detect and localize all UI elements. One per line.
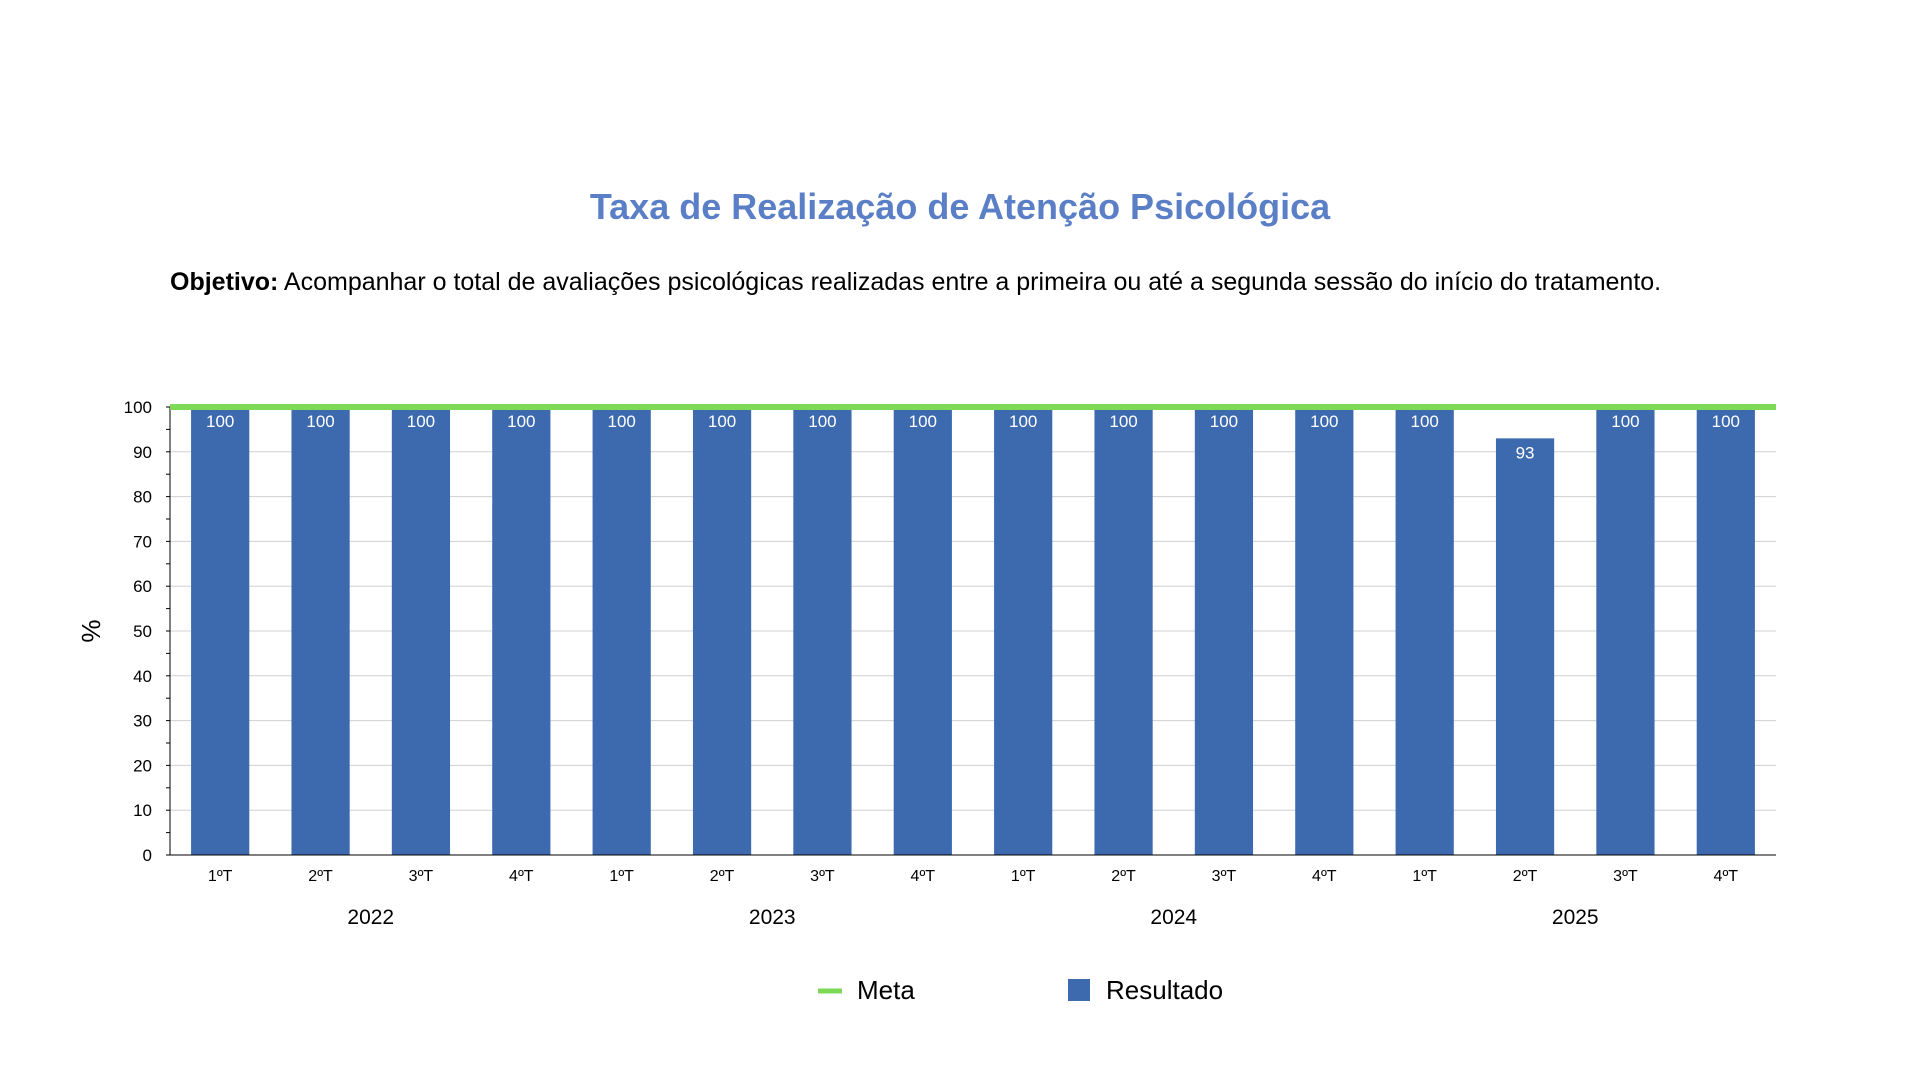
y-tick-label: 90 [133, 443, 152, 462]
bar-value-label: 100 [1210, 412, 1238, 431]
bar [1696, 407, 1755, 855]
objective-description: Acompanhar o total de avaliações psicoló… [278, 268, 1662, 296]
x-tick-label: 3ºT [810, 868, 835, 885]
bar-value-label: 100 [1411, 412, 1439, 431]
year-group-label: 2023 [749, 906, 796, 929]
objective-label: Objetivo: [170, 268, 279, 296]
year-group-label: 2025 [1552, 906, 1599, 929]
bar-value-label: 100 [407, 412, 435, 431]
bar-value-label: 100 [608, 412, 636, 431]
bar [291, 407, 350, 855]
bar-value-label: 100 [206, 412, 234, 431]
bar-value-label: 100 [1009, 412, 1037, 431]
y-tick-label: 60 [133, 577, 152, 596]
bar [191, 407, 250, 855]
bar [994, 407, 1053, 855]
y-tick-label: 0 [143, 846, 152, 865]
objective-text: Objetivo: Acompanhar o total de avaliaçõ… [170, 268, 1870, 297]
x-tick-label: 2ºT [710, 868, 735, 885]
bar-value-label: 100 [708, 412, 736, 431]
x-tick-label: 4ºT [911, 868, 936, 885]
y-tick-label: 30 [133, 712, 152, 731]
x-tick-label: 1ºT [1412, 868, 1437, 885]
legend-resultado-label: Resultado [1106, 975, 1223, 1005]
y-tick-label: 70 [133, 532, 152, 551]
x-tick-label: 4ºT [1312, 868, 1337, 885]
bar [1194, 407, 1254, 855]
bar [893, 407, 952, 855]
bar-value-label: 100 [1310, 412, 1338, 431]
bar [793, 407, 852, 855]
y-tick-label: 80 [133, 488, 152, 507]
bar-value-label: 100 [507, 412, 535, 431]
legend-meta-label: Meta [857, 975, 915, 1005]
chart-title: Taxa de Realização de Atenção Psicológic… [589, 186, 1331, 227]
bar-value-label: 100 [1712, 412, 1740, 431]
bar [692, 407, 752, 855]
bar [1596, 407, 1655, 855]
x-tick-label: 2ºT [308, 868, 333, 885]
x-tick-label: 2ºT [1111, 868, 1136, 885]
bar-value-label: 100 [306, 412, 334, 431]
bar [1295, 407, 1354, 855]
x-tick-label: 1ºT [208, 868, 233, 885]
y-tick-label: 50 [133, 622, 152, 641]
year-group-label: 2022 [347, 906, 394, 929]
x-tick-label: 4ºT [1714, 868, 1739, 885]
year-group-label: 2024 [1150, 906, 1197, 929]
x-tick-label: 2ºT [1513, 868, 1538, 885]
bar-value-label: 100 [1109, 412, 1137, 431]
x-tick-label: 3ºT [1613, 868, 1638, 885]
y-tick-label: 40 [133, 667, 152, 686]
bar [391, 407, 451, 855]
x-tick-label: 3ºT [1212, 868, 1237, 885]
y-tick-label: 20 [133, 756, 152, 775]
bar-value-label: 100 [909, 412, 937, 431]
bar [1395, 407, 1454, 855]
bar [1094, 407, 1153, 855]
x-tick-label: 1ºT [1011, 868, 1036, 885]
x-tick-label: 4ºT [509, 868, 534, 885]
bar-value-label: 93 [1516, 443, 1535, 462]
legend-resultado-marker [1068, 979, 1090, 1001]
bar [592, 407, 651, 855]
y-tick-label: 10 [133, 801, 152, 820]
bar-value-label: 100 [1611, 412, 1639, 431]
x-tick-label: 1ºT [609, 868, 634, 885]
y-axis-label: % [76, 619, 106, 642]
y-tick-label: 100 [124, 398, 152, 417]
bar [492, 407, 551, 855]
x-tick-label: 3ºT [409, 868, 434, 885]
bar-value-label: 100 [808, 412, 836, 431]
bar [1495, 438, 1555, 855]
